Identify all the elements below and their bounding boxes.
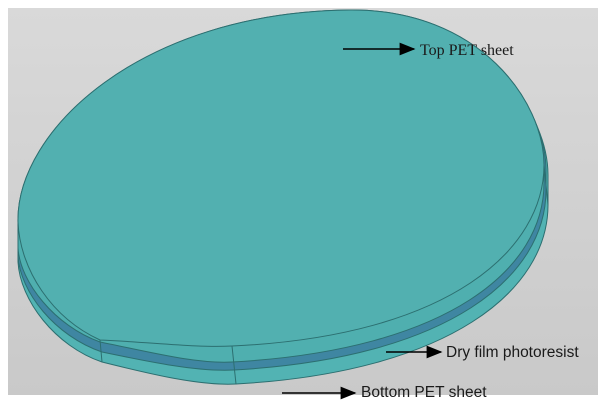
edge-facet-line xyxy=(99,339,103,363)
disc-stack xyxy=(17,9,549,385)
edge-facet-line xyxy=(231,345,237,385)
bottom-pet-sheet-label: Bottom PET sheet xyxy=(361,384,487,401)
top-pet-sheet-label: Top PET sheet xyxy=(420,42,514,59)
annotation-arrows xyxy=(282,42,443,400)
dry-film-photoresist-label: Dry film photoresist xyxy=(446,344,579,361)
edge-facet-line xyxy=(543,164,549,206)
